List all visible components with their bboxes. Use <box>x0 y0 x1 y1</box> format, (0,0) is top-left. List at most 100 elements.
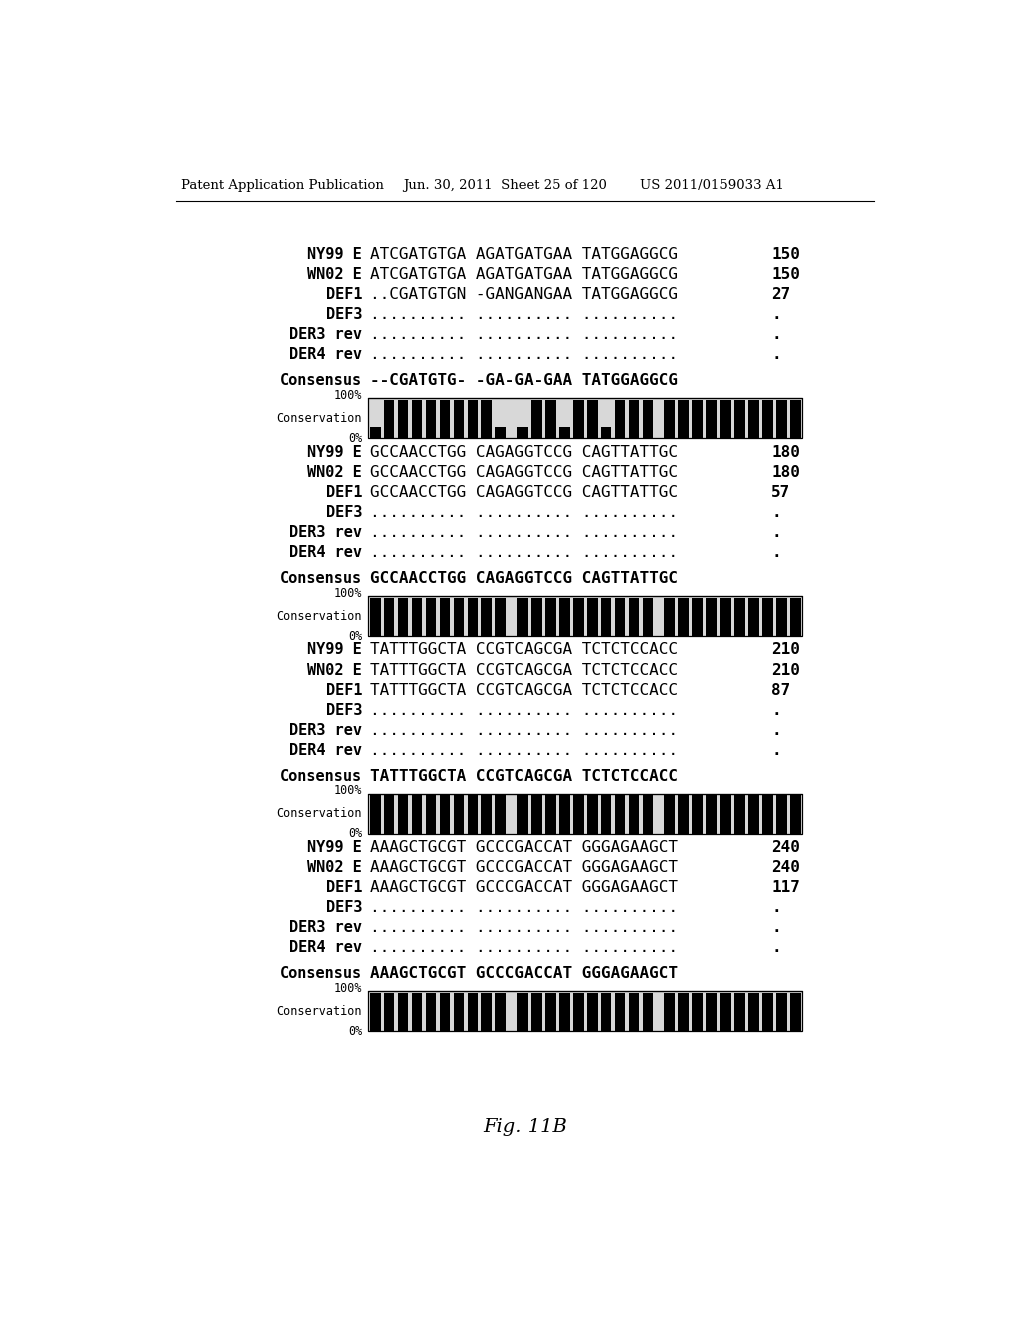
Text: GCCAACCTGG CAGAGGTCCG CAGTTATTGC: GCCAACCTGG CAGAGGTCCG CAGTTATTGC <box>370 445 678 459</box>
Text: Consensus: Consensus <box>280 966 362 982</box>
Text: .......... .......... ..........: .......... .......... .......... <box>370 308 678 322</box>
Text: .: . <box>771 900 781 915</box>
Bar <box>481 400 493 438</box>
Text: 100%: 100% <box>334 389 362 401</box>
Bar <box>776 796 786 834</box>
Text: NY99 E: NY99 E <box>307 840 362 855</box>
Bar <box>762 598 773 636</box>
Bar <box>614 598 626 636</box>
Bar <box>531 796 542 834</box>
Bar <box>369 793 802 834</box>
Bar <box>426 400 436 438</box>
Bar <box>734 993 744 1031</box>
Text: AAAGCTGCGT GCCCGACCAT GGGAGAAGCT: AAAGCTGCGT GCCCGACCAT GGGAGAAGCT <box>370 861 678 875</box>
Text: TATTTGGCTA CCGTCAGCGA TCTCTCCACC: TATTTGGCTA CCGTCAGCGA TCTCTCCACC <box>370 768 678 784</box>
Bar <box>749 796 759 834</box>
Bar <box>369 597 802 636</box>
Bar <box>587 598 598 636</box>
Bar <box>707 796 717 834</box>
Text: AAAGCTGCGT GCCCGACCAT GGGAGAAGCT: AAAGCTGCGT GCCCGACCAT GGGAGAAGCT <box>370 880 678 895</box>
Text: ATCGATGTGA AGATGATGAA TATGGAGGCG: ATCGATGTGA AGATGATGAA TATGGAGGCG <box>370 247 678 263</box>
Bar <box>776 400 786 438</box>
Text: WN02 E: WN02 E <box>307 267 362 282</box>
Bar <box>559 426 569 438</box>
Text: .: . <box>771 920 781 936</box>
Bar <box>749 993 759 1031</box>
Bar <box>790 993 801 1031</box>
Text: 0%: 0% <box>348 432 362 445</box>
Bar <box>397 796 409 834</box>
Bar <box>454 993 464 1031</box>
Text: 87: 87 <box>771 682 791 697</box>
Text: AAAGCTGCGT GCCCGACCAT GGGAGAAGCT: AAAGCTGCGT GCCCGACCAT GGGAGAAGCT <box>370 966 678 982</box>
Text: DEF3: DEF3 <box>326 900 362 915</box>
Bar <box>790 598 801 636</box>
Text: 100%: 100% <box>334 982 362 995</box>
Text: .: . <box>771 743 781 758</box>
Text: TATTTGGCTA CCGTCAGCGA TCTCTCCACC: TATTTGGCTA CCGTCAGCGA TCTCTCCACC <box>370 663 678 677</box>
Text: Patent Application Publication: Patent Application Publication <box>180 178 384 191</box>
Bar <box>370 796 381 834</box>
Text: DEF1: DEF1 <box>326 682 362 697</box>
Bar <box>614 993 626 1031</box>
Text: 180: 180 <box>771 465 800 480</box>
Bar <box>720 598 731 636</box>
Text: .......... .......... ..........: .......... .......... .......... <box>370 900 678 915</box>
Bar <box>734 400 744 438</box>
Bar <box>692 993 702 1031</box>
Text: DER3 rev: DER3 rev <box>289 722 362 738</box>
Text: .: . <box>771 504 781 520</box>
Bar <box>629 400 639 438</box>
Bar <box>369 597 802 636</box>
Text: GCCAACCTGG CAGAGGTCCG CAGTTATTGC: GCCAACCTGG CAGAGGTCCG CAGTTATTGC <box>370 484 678 500</box>
Text: .......... .......... ..........: .......... .......... .......... <box>370 940 678 956</box>
Text: 150: 150 <box>771 267 800 282</box>
Bar <box>776 598 786 636</box>
Bar <box>629 796 639 834</box>
Bar <box>643 796 653 834</box>
Bar <box>629 993 639 1031</box>
Bar <box>601 993 611 1031</box>
Bar <box>517 426 527 438</box>
Bar <box>384 993 394 1031</box>
Text: Fig. 11B: Fig. 11B <box>483 1118 566 1137</box>
Bar <box>707 400 717 438</box>
Bar <box>496 426 506 438</box>
Text: ATCGATGTGA AGATGATGAA TATGGAGGCG: ATCGATGTGA AGATGATGAA TATGGAGGCG <box>370 267 678 282</box>
Bar <box>762 796 773 834</box>
Bar <box>439 796 451 834</box>
Bar <box>369 793 802 834</box>
Bar <box>426 993 436 1031</box>
Bar <box>720 993 731 1031</box>
Bar <box>587 993 598 1031</box>
Bar <box>517 993 527 1031</box>
Bar <box>531 993 542 1031</box>
Bar <box>559 796 569 834</box>
Text: 27: 27 <box>771 288 791 302</box>
Bar <box>369 991 802 1031</box>
Bar <box>531 598 542 636</box>
Text: 0%: 0% <box>348 630 362 643</box>
Text: DER3 rev: DER3 rev <box>289 920 362 936</box>
Text: DEF3: DEF3 <box>326 308 362 322</box>
Bar <box>545 993 556 1031</box>
Text: --CGATGTG- -GA-GA-GAA TATGGAGGCG: --CGATGTG- -GA-GA-GAA TATGGAGGCG <box>370 374 678 388</box>
Bar <box>679 796 689 834</box>
Text: 0%: 0% <box>348 828 362 841</box>
Text: 210: 210 <box>771 663 800 677</box>
Bar <box>384 598 394 636</box>
Text: DEF3: DEF3 <box>326 504 362 520</box>
Bar <box>573 993 584 1031</box>
Text: WN02 E: WN02 E <box>307 465 362 480</box>
Bar <box>587 400 598 438</box>
Bar <box>601 598 611 636</box>
Bar <box>643 993 653 1031</box>
Text: ..CGATGTGN -GANGANGAA TATGGAGGCG: ..CGATGTGN -GANGANGAA TATGGAGGCG <box>370 288 678 302</box>
Bar <box>692 796 702 834</box>
Text: NY99 E: NY99 E <box>307 247 362 263</box>
Bar <box>573 598 584 636</box>
Text: .: . <box>771 525 781 540</box>
Text: DER4 rev: DER4 rev <box>289 347 362 362</box>
Text: 240: 240 <box>771 861 800 875</box>
Bar <box>734 598 744 636</box>
